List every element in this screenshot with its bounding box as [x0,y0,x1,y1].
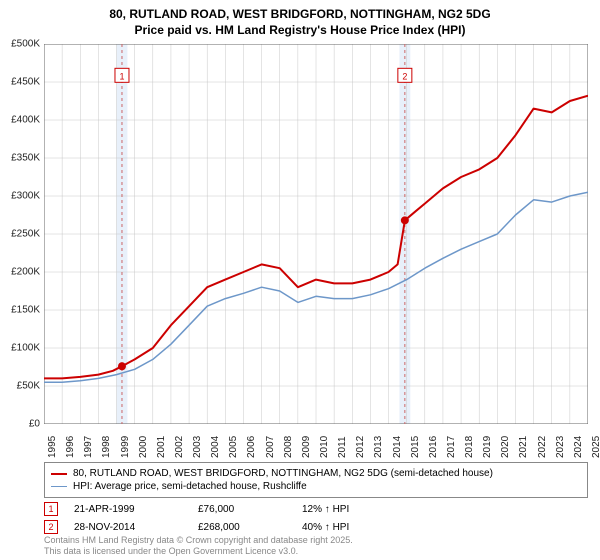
x-tick-label: 2001 [156,436,167,458]
y-tick-label: £400K [11,115,40,126]
x-tick-label: 2025 [591,436,600,458]
y-tick-label: £50K [17,381,40,392]
legend-item: HPI: Average price, semi-detached house,… [51,480,581,493]
sale-row: 1 21-APR-1999 £76,000 12% ↑ HPI [44,500,588,518]
y-tick-label: £450K [11,77,40,88]
x-tick-label: 1999 [120,436,131,458]
x-tick-label: 2006 [246,436,257,458]
x-tick-label: 2010 [319,436,330,458]
x-tick-label: 2014 [392,436,403,458]
x-tick-label: 2021 [518,436,529,458]
sale-price: £268,000 [198,522,298,533]
x-tick-label: 2004 [210,436,221,458]
x-tick-label: 2013 [373,436,384,458]
y-axis: £0£50K£100K£150K£200K£250K£300K£350K£400… [0,44,44,424]
x-tick-label: 2005 [228,436,239,458]
sale-row: 2 28-NOV-2014 £268,000 40% ↑ HPI [44,518,588,536]
sale-delta: 12% ↑ HPI [302,504,349,515]
y-tick-label: £250K [11,229,40,240]
x-tick-label: 2011 [337,436,348,458]
legend: 80, RUTLAND ROAD, WEST BRIDGFORD, NOTTIN… [44,462,588,498]
attribution-line-1: Contains HM Land Registry data © Crown c… [44,535,353,546]
legend-item: 80, RUTLAND ROAD, WEST BRIDGFORD, NOTTIN… [51,467,581,480]
legend-label: HPI: Average price, semi-detached house,… [73,481,307,492]
sale-badge: 2 [44,520,58,534]
x-tick-label: 1995 [47,436,58,458]
x-tick-label: 1996 [65,436,76,458]
x-tick-label: 2020 [500,436,511,458]
legend-swatch [51,473,67,475]
x-tick-label: 2000 [138,436,149,458]
x-tick-label: 1997 [83,436,94,458]
x-tick-label: 2003 [192,436,203,458]
title-line-2: Price paid vs. HM Land Registry's House … [0,22,600,38]
sale-date: 21-APR-1999 [74,504,194,515]
legend-swatch [51,486,67,488]
y-tick-label: £350K [11,153,40,164]
x-tick-label: 2012 [355,436,366,458]
y-tick-label: £200K [11,267,40,278]
legend-label: 80, RUTLAND ROAD, WEST BRIDGFORD, NOTTIN… [73,468,493,479]
x-axis: 1995 1996 1997 1998 1999 2000 2001 2002 2003 2004… [44,424,588,464]
x-tick-label: 2007 [265,436,276,458]
x-tick-label: 1998 [101,436,112,458]
x-tick-label: 2023 [555,436,566,458]
attribution: Contains HM Land Registry data © Crown c… [44,535,353,557]
x-tick-label: 2017 [446,436,457,458]
sale-price: £76,000 [198,504,298,515]
y-tick-label: £150K [11,305,40,316]
chart-container: 80, RUTLAND ROAD, WEST BRIDGFORD, NOTTIN… [0,0,600,560]
sale-badge: 1 [44,502,58,516]
svg-text:1: 1 [119,71,124,81]
y-tick-label: £0 [29,419,40,430]
x-tick-label: 2008 [283,436,294,458]
sale-delta: 40% ↑ HPI [302,522,349,533]
x-tick-label: 2024 [573,436,584,458]
x-tick-label: 2018 [464,436,475,458]
x-tick-label: 2019 [482,436,493,458]
y-tick-label: £300K [11,191,40,202]
y-tick-label: £100K [11,343,40,354]
x-tick-label: 2002 [174,436,185,458]
x-tick-label: 2015 [410,436,421,458]
svg-text:2: 2 [402,71,407,81]
attribution-line-2: This data is licensed under the Open Gov… [44,546,353,557]
sale-date: 28-NOV-2014 [74,522,194,533]
title-line-1: 80, RUTLAND ROAD, WEST BRIDGFORD, NOTTIN… [0,6,600,22]
chart-title: 80, RUTLAND ROAD, WEST BRIDGFORD, NOTTIN… [0,0,600,38]
chart-svg: 12 [44,44,588,424]
x-tick-label: 2022 [537,436,548,458]
sales-list: 1 21-APR-1999 £76,000 12% ↑ HPI 2 28-NOV-2014… [44,500,588,536]
x-tick-label: 2016 [428,436,439,458]
plot-area: 12 [44,44,588,424]
y-tick-label: £500K [11,39,40,50]
x-tick-label: 2009 [301,436,312,458]
